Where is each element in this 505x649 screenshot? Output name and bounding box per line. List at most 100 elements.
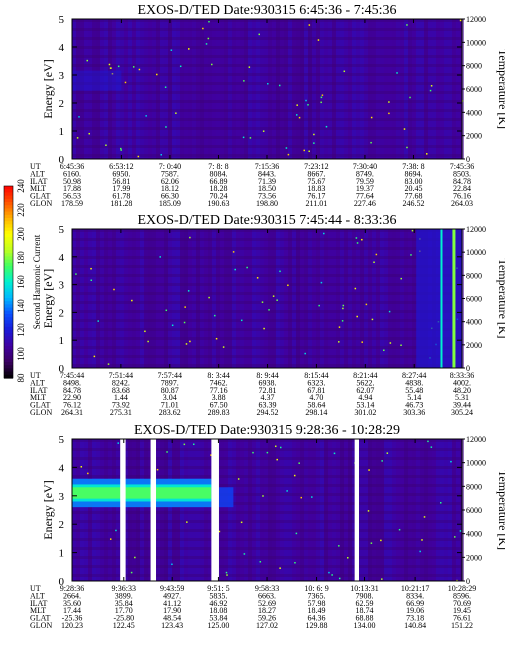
heatmap-column xyxy=(184,19,188,159)
ephemeris-value: 73.56 xyxy=(258,192,276,201)
heatmap-column xyxy=(300,439,304,581)
heatmap-row xyxy=(72,364,462,367)
heatmap-column xyxy=(104,229,108,368)
ephemeris-value: 35.60 xyxy=(63,599,81,608)
colorbar-segment xyxy=(4,214,13,219)
heatmap-column xyxy=(268,229,272,368)
heatmap-speck xyxy=(296,104,298,106)
ephemeris-value: 181.28 xyxy=(110,199,132,208)
colorbar-segment xyxy=(4,371,13,376)
heatmap-texture xyxy=(72,19,464,159)
heatmap-speck xyxy=(375,253,378,256)
heatmap-column xyxy=(348,19,352,159)
heatmap-speck xyxy=(461,100,464,102)
ephemeris-row-label: ILAT xyxy=(30,177,47,186)
heatmap-speck xyxy=(258,33,260,36)
heatmap-column xyxy=(344,19,348,159)
heatmap-speck xyxy=(320,281,323,284)
heatmap-row xyxy=(72,328,462,331)
ephemeris-value: 84.78 xyxy=(63,386,81,395)
y-tick-label: 4 xyxy=(59,462,65,474)
ephemeris-value: 7: 8: 8 xyxy=(208,162,228,171)
heatmap-row xyxy=(72,238,462,241)
heatmap-speck xyxy=(409,96,411,99)
heatmap-column xyxy=(360,439,364,581)
heatmap-column xyxy=(120,19,124,159)
heatmap-speck xyxy=(333,452,336,455)
ephemeris-value: 129.88 xyxy=(306,621,328,630)
colorbar-segment xyxy=(4,374,13,379)
ephemeris-value: 178.59 xyxy=(61,199,83,208)
heatmap-speck xyxy=(156,468,159,471)
heatmap-column xyxy=(268,439,272,581)
ephemeris-value: 10:28:29 xyxy=(448,584,476,593)
ephemeris-value: 190.63 xyxy=(207,199,229,208)
heatmap-speck xyxy=(185,343,188,345)
heatmap-row xyxy=(72,283,462,286)
heatmap-speck xyxy=(279,567,281,569)
heatmap-column xyxy=(396,439,400,581)
heatmap-column xyxy=(100,19,104,159)
ephemeris-value: 7462. xyxy=(210,378,228,387)
heatmap-speck xyxy=(400,277,402,280)
heatmap-speck xyxy=(97,320,99,322)
heatmap-speck xyxy=(105,144,107,146)
heatmap-column xyxy=(100,229,104,368)
ephemeris-value: 67.81 xyxy=(307,386,325,395)
heatmap-speck xyxy=(156,73,158,76)
heatmap-speck xyxy=(183,443,186,446)
heatmap-column xyxy=(84,229,88,368)
colorbar-segment xyxy=(4,307,13,312)
heatmap-speck xyxy=(202,27,204,30)
heatmap-column xyxy=(404,439,408,581)
heatmap-speck xyxy=(411,229,414,232)
heatmap-row xyxy=(72,136,462,139)
ephemeris-value: 19.37 xyxy=(356,184,374,193)
heatmap-column xyxy=(188,19,192,159)
heatmap-column xyxy=(340,229,344,368)
heatmap-speck xyxy=(183,321,186,324)
heatmap-texture xyxy=(72,439,464,582)
heatmap-speck xyxy=(189,236,191,239)
heatmap-column xyxy=(188,229,192,368)
heatmap-column xyxy=(124,439,128,581)
heatmap-column xyxy=(372,19,376,159)
heatmap-column xyxy=(124,19,128,159)
ephemeris-value: 9:28:36 xyxy=(60,584,84,593)
heatmap-speck xyxy=(248,66,251,68)
heatmap-speck xyxy=(225,571,228,574)
heatmap-column xyxy=(280,229,284,368)
colorbar-segment xyxy=(4,224,13,229)
heatmap-speck xyxy=(159,256,161,258)
ephemeris-value: 5835. xyxy=(209,591,227,600)
ephemeris-value: 6:45:36 xyxy=(60,162,84,171)
heatmap-column xyxy=(304,19,308,159)
heatmap-speck xyxy=(459,19,462,22)
heatmap-speck xyxy=(370,542,373,544)
heatmap-column xyxy=(452,439,456,581)
heatmap-column xyxy=(80,229,84,368)
ephemeris-value: 76.17 xyxy=(307,192,325,201)
heatmap-column xyxy=(336,439,340,581)
heatmap-speck xyxy=(381,578,383,580)
heatmap-speck xyxy=(287,284,289,287)
colorbar-segment xyxy=(4,246,13,251)
ephemeris-value: 7:30:40 xyxy=(353,162,377,171)
heatmap-speck xyxy=(208,296,210,299)
y2-axis-label: Temperature [K] xyxy=(496,258,505,338)
heatmap-speck xyxy=(320,96,323,99)
heatmap-column xyxy=(376,19,380,159)
heatmap-column xyxy=(300,19,304,159)
heatmap-speck xyxy=(164,86,167,88)
heatmap-column xyxy=(180,19,184,159)
heatmap-speck xyxy=(147,340,149,343)
y-tick-label: 0 xyxy=(59,154,65,166)
heatmap-speck xyxy=(341,320,344,322)
heatmap-column xyxy=(332,439,336,581)
colorbar-tick-label: 220 xyxy=(16,203,26,217)
heatmap-speck xyxy=(117,442,119,444)
heatmap-speck xyxy=(321,94,324,96)
heatmap-speck xyxy=(370,116,373,119)
heatmap-speck xyxy=(211,63,213,66)
heatmap-speck xyxy=(240,319,243,322)
